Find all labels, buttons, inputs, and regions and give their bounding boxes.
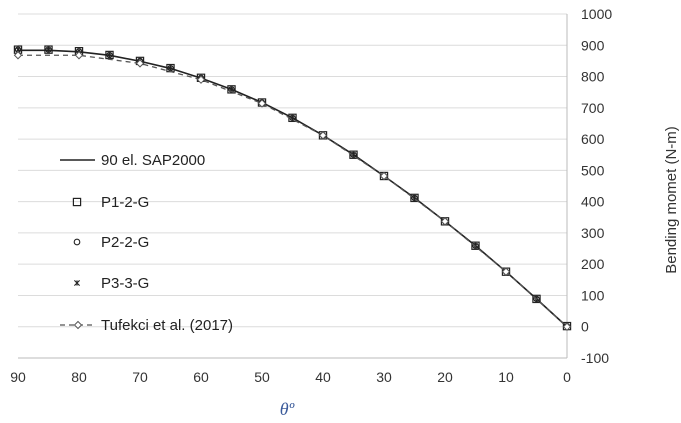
legend-swatch — [74, 280, 80, 286]
data-point — [532, 294, 541, 304]
data-point — [196, 75, 206, 84]
y-tick-label: 400 — [581, 194, 605, 210]
gridlines — [18, 13, 568, 359]
series-4 — [13, 51, 572, 331]
data-point — [411, 194, 418, 202]
data-point — [74, 51, 84, 60]
y-tick-label: 100 — [581, 287, 605, 303]
data-point — [472, 242, 479, 249]
y-axis-label: Bending momet (N-m) — [663, 126, 680, 274]
legend-item: P1-2-G — [72, 194, 149, 211]
x-tick-label: 40 — [315, 369, 331, 385]
y-tick-label: 200 — [581, 256, 605, 272]
data-point — [440, 217, 450, 226]
y-axis-ticks: -100 0 100 200 300 400 500 600 700 800 900 1000 — [581, 6, 612, 366]
legend-swatch — [73, 320, 83, 330]
data-point — [167, 64, 174, 72]
x-axis-ticks: 90 80 70 60 50 40 30 20 10 0 — [10, 369, 571, 385]
x-tick-label: 50 — [254, 369, 270, 385]
x-tick-label: 20 — [437, 369, 453, 385]
data-point — [350, 152, 357, 158]
data-point — [533, 295, 540, 303]
y-tick-label: 700 — [581, 100, 605, 116]
data-point — [106, 52, 113, 58]
data-point — [44, 45, 53, 54]
legend-label: P1-2-G — [101, 194, 149, 211]
x-tick-label: 80 — [71, 369, 87, 385]
series-line — [18, 54, 568, 328]
legend-swatch — [72, 197, 82, 207]
y-tick-label: 500 — [581, 162, 605, 178]
series-2 — [14, 46, 571, 330]
legend: 90 el. SAP2000 P1-2-G P2-2-G P3-3-G Tufekci … — [60, 152, 233, 334]
y-tick-label: 900 — [581, 37, 605, 53]
data-point — [349, 150, 358, 159]
series-1 — [13, 45, 572, 331]
y-tick-label: 800 — [581, 69, 605, 85]
x-tick-label: 30 — [376, 369, 392, 385]
data-point — [410, 193, 419, 203]
x-tick-label: 60 — [193, 369, 209, 385]
data-point — [471, 241, 480, 250]
legend-item: P2-2-G — [73, 234, 149, 251]
data-point — [106, 51, 113, 59]
data-point — [13, 51, 23, 60]
x-tick-label: 10 — [498, 369, 514, 385]
legend-swatch — [73, 238, 81, 246]
legend-label: P2-2-G — [101, 234, 149, 251]
plot-series — [13, 45, 572, 331]
legend-item: 90 el. SAP2000 — [60, 152, 205, 169]
data-point — [289, 115, 296, 121]
data-point — [257, 99, 267, 108]
data-point — [135, 59, 145, 68]
y-tick-label: -100 — [581, 350, 609, 366]
legend-item: P3-3-G — [74, 275, 149, 292]
data-point — [562, 322, 572, 331]
y-tick-label: 0 — [581, 319, 589, 335]
x-tick-label: 0 — [563, 369, 571, 385]
legend-label: 90 el. SAP2000 — [101, 152, 205, 169]
data-point — [350, 151, 357, 158]
legend-label: P3-3-G — [101, 275, 149, 292]
x-tick-label: 90 — [10, 369, 26, 385]
y-tick-label: 300 — [581, 225, 605, 241]
series-3 — [15, 47, 570, 329]
data-point — [45, 46, 52, 53]
data-point — [318, 131, 328, 140]
data-point — [167, 65, 174, 71]
legend-label: Tufekci et al. (2017) — [101, 317, 233, 334]
x-tick-label: 70 — [132, 369, 148, 385]
y-tick-label: 600 — [581, 131, 605, 147]
data-point — [105, 50, 114, 60]
x-axis-label: θº — [280, 399, 295, 419]
legend-item: Tufekci et al. (2017) — [60, 317, 233, 334]
data-point — [379, 171, 389, 181]
data-point — [227, 85, 236, 94]
data-point — [501, 267, 511, 276]
data-point — [45, 47, 52, 53]
y-tick-label: 1000 — [581, 6, 612, 22]
